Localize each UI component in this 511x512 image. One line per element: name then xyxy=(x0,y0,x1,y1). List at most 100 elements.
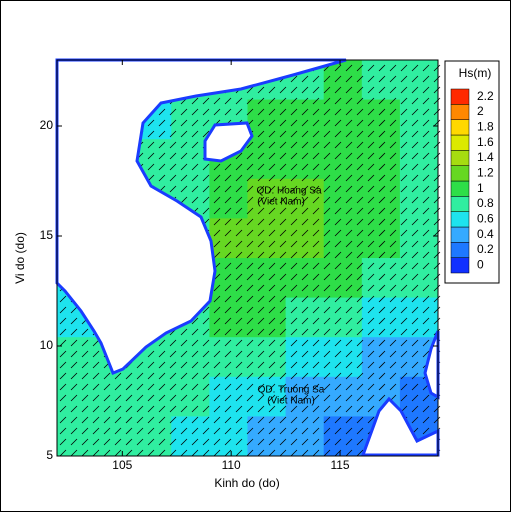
wave-arrow xyxy=(378,383,386,391)
wave-arrow xyxy=(433,251,441,259)
wave-arrow xyxy=(213,229,221,237)
wave-arrow xyxy=(323,438,331,446)
wave-arrow xyxy=(312,339,320,347)
wave-arrow xyxy=(70,339,78,347)
wave-arrow xyxy=(323,86,331,94)
wave-arrow xyxy=(334,174,342,182)
wave-arrow xyxy=(422,141,430,149)
wave-arrow xyxy=(81,339,89,347)
wave-arrow xyxy=(147,141,155,149)
wave-arrow xyxy=(400,75,408,83)
wave-cell xyxy=(399,178,439,219)
wave-arrow xyxy=(279,427,287,435)
wave-arrow xyxy=(268,449,276,457)
wave-arrow xyxy=(70,383,78,391)
wave-arrow xyxy=(411,185,419,193)
wave-arrow xyxy=(367,218,375,226)
wave-arrow xyxy=(202,449,210,457)
wave-arrow xyxy=(411,350,419,358)
wave-arrow xyxy=(411,383,419,391)
wave-arrow xyxy=(334,218,342,226)
wave-arrow xyxy=(290,119,298,127)
wave-arrow xyxy=(345,317,353,325)
wave-cell xyxy=(285,218,325,259)
wave-arrow xyxy=(224,350,232,358)
wave-arrow xyxy=(367,130,375,138)
wave-arrow xyxy=(345,449,353,457)
wave-arrow xyxy=(411,218,419,226)
wave-arrow xyxy=(400,108,408,116)
wave-arrow xyxy=(411,240,419,248)
wave-cell xyxy=(209,218,248,259)
wave-arrow xyxy=(169,119,177,127)
wave-arrow xyxy=(279,174,287,182)
wave-arrow xyxy=(246,86,254,94)
wave-arrow xyxy=(235,97,243,105)
wave-arrow xyxy=(59,394,67,402)
wave-arrow xyxy=(433,218,441,226)
wave-arrow xyxy=(257,427,265,435)
wave-arrow xyxy=(389,97,397,105)
wave-arrow xyxy=(235,328,243,336)
wave-arrow xyxy=(279,284,287,292)
wave-arrow xyxy=(433,229,441,237)
wave-arrow xyxy=(312,306,320,314)
wave-arrow xyxy=(235,317,243,325)
wave-arrow xyxy=(334,108,342,116)
wave-arrow xyxy=(378,361,386,369)
wave-arrow xyxy=(356,196,364,204)
wave-arrow xyxy=(312,416,320,424)
wave-arrow xyxy=(268,405,276,413)
wave-arrow xyxy=(290,108,298,116)
wave-arrow xyxy=(411,130,419,138)
wave-arrow xyxy=(213,350,221,358)
wave-arrow xyxy=(246,262,254,270)
colorbar-swatch xyxy=(450,242,470,258)
wave-arrow xyxy=(70,438,78,446)
wave-arrow xyxy=(213,284,221,292)
wave-arrow xyxy=(323,251,331,259)
wave-arrow xyxy=(235,262,243,270)
wave-arrow xyxy=(378,306,386,314)
wave-arrow xyxy=(279,438,287,446)
wave-arrow xyxy=(433,174,441,182)
wave-arrow xyxy=(202,416,210,424)
wave-arrow xyxy=(213,163,221,171)
wave-arrow xyxy=(290,284,298,292)
wave-arrow xyxy=(257,130,265,138)
wave-arrow xyxy=(411,394,419,402)
wave-arrow xyxy=(356,251,364,259)
wave-arrow xyxy=(114,449,122,457)
wave-arrow xyxy=(235,284,243,292)
wave-arrow xyxy=(334,438,342,446)
wave-arrow xyxy=(180,174,188,182)
wave-arrow xyxy=(312,218,320,226)
wave-arrow xyxy=(246,405,254,413)
wave-arrow xyxy=(290,328,298,336)
wave-arrow xyxy=(356,97,364,105)
wave-arrow xyxy=(411,317,419,325)
wave-arrow xyxy=(367,317,375,325)
wave-cell xyxy=(247,376,287,417)
wave-arrow xyxy=(235,427,243,435)
wave-arrow xyxy=(213,306,221,314)
wave-arrow xyxy=(323,394,331,402)
wave-arrow xyxy=(433,405,441,413)
wave-arrow xyxy=(158,119,166,127)
wave-arrow xyxy=(147,372,155,380)
wave-arrow xyxy=(169,185,177,193)
wave-arrow xyxy=(59,339,67,347)
wave-arrow xyxy=(312,97,320,105)
wave-arrow xyxy=(213,394,221,402)
wave-arrow xyxy=(389,174,397,182)
wave-arrow xyxy=(301,317,309,325)
wave-arrow xyxy=(224,163,232,171)
wave-arrow xyxy=(213,427,221,435)
wave-arrow xyxy=(356,438,364,446)
wave-arrow xyxy=(345,64,353,72)
wave-arrow xyxy=(81,405,89,413)
wave-arrow xyxy=(246,427,254,435)
wave-arrow xyxy=(378,97,386,105)
wave-arrow xyxy=(356,185,364,193)
wave-arrow xyxy=(158,449,166,457)
